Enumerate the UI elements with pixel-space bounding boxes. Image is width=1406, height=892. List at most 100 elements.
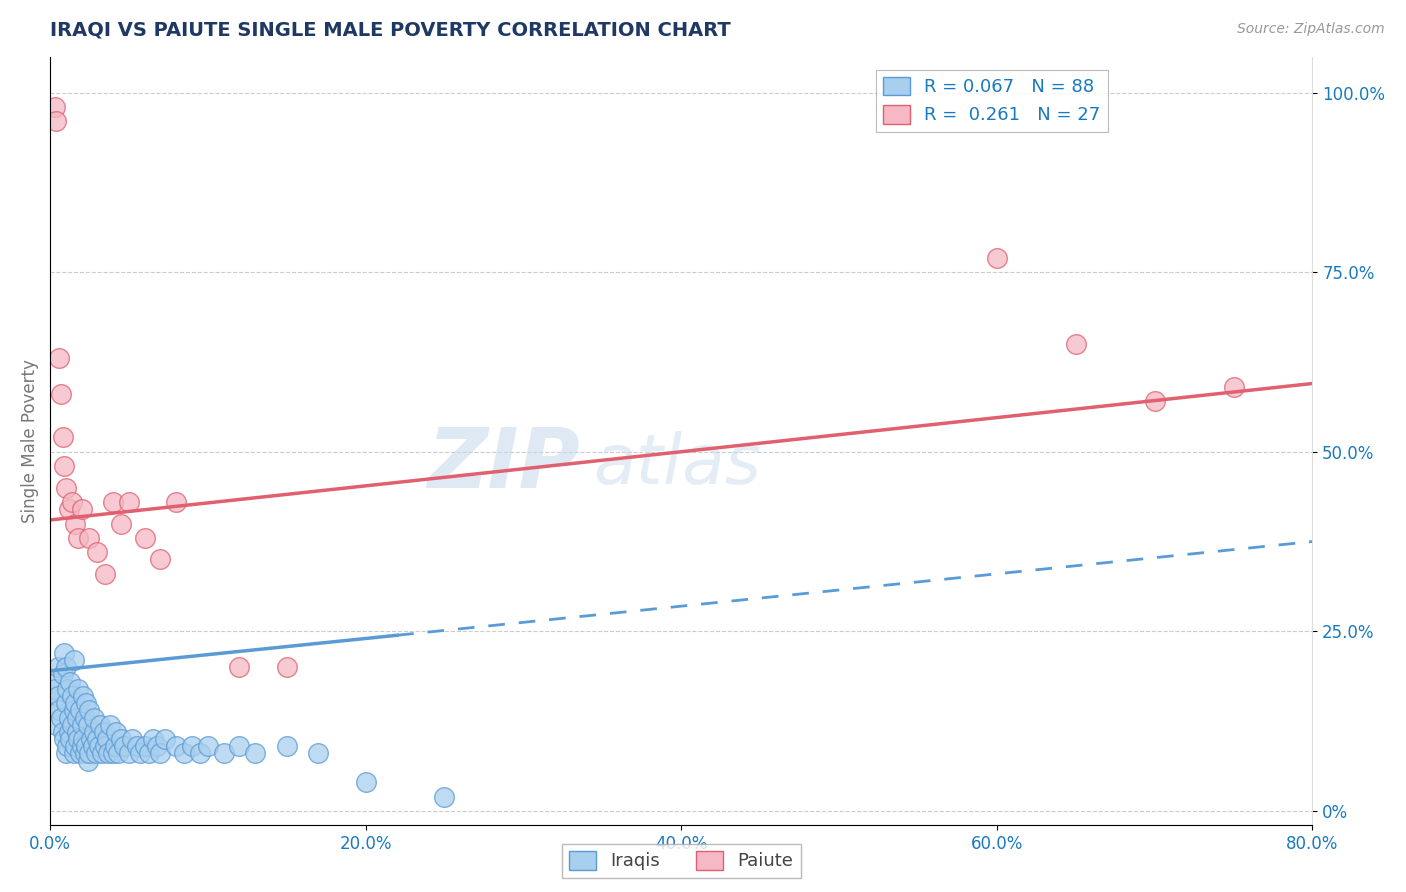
Point (276, 660, 298, 674)
Point (62, 703, 84, 717)
Point (55, 481, 77, 495)
Point (125, 739, 148, 754)
Point (165, 739, 187, 754)
Point (69, 703, 91, 717)
Point (165, 495, 187, 509)
Point (121, 732, 143, 747)
Point (48, 703, 70, 717)
Point (112, 739, 135, 754)
Point (98, 717, 121, 731)
Point (52, 430, 75, 444)
Point (276, 739, 298, 754)
Point (1222, 380, 1244, 394)
Point (86, 545, 108, 559)
Point (94, 739, 117, 754)
Point (69, 747, 91, 761)
Point (56, 681, 79, 696)
Point (101, 495, 124, 509)
Point (107, 747, 129, 761)
Point (149, 747, 172, 761)
Y-axis label: Single Male Poverty: Single Male Poverty (21, 359, 39, 523)
Point (1143, 394, 1166, 409)
Point (44, 100, 66, 114)
Point (94, 566, 117, 581)
Point (97, 747, 120, 761)
Point (76, 717, 98, 731)
Point (63, 696, 86, 710)
Point (53, 646, 76, 660)
Point (212, 747, 235, 761)
Point (79, 747, 101, 761)
Point (60, 495, 83, 509)
Point (181, 739, 204, 754)
Point (55, 696, 77, 710)
Point (118, 747, 141, 761)
Point (53, 732, 76, 747)
Point (307, 747, 329, 761)
Point (49, 387, 72, 401)
Point (87, 739, 110, 754)
Point (52, 724, 75, 739)
Point (188, 747, 211, 761)
Point (58, 502, 80, 516)
Point (70, 502, 93, 516)
Point (141, 732, 163, 747)
Point (42, 696, 65, 710)
Point (67, 732, 90, 747)
Point (101, 747, 124, 761)
Point (228, 739, 250, 754)
Point (82, 739, 104, 754)
Point (96, 732, 118, 747)
Point (153, 732, 176, 747)
Point (67, 681, 90, 696)
Point (56, 739, 79, 754)
Point (70, 739, 93, 754)
Point (79, 531, 101, 545)
Point (46, 689, 69, 703)
Point (41, 674, 63, 689)
Point (134, 739, 156, 754)
Point (86, 732, 108, 747)
Point (104, 739, 127, 754)
Point (118, 495, 141, 509)
Point (354, 775, 377, 789)
Point (70, 717, 93, 731)
Point (45, 114, 67, 128)
Text: ZIP: ZIP (427, 424, 581, 505)
Point (60, 717, 83, 731)
Point (75, 739, 97, 754)
Point (49, 710, 72, 724)
Point (62, 653, 84, 667)
Point (59, 732, 82, 747)
Point (45, 717, 67, 731)
Point (110, 732, 132, 747)
Point (72, 732, 94, 747)
Point (1064, 337, 1087, 351)
Point (60, 689, 83, 703)
Point (66, 710, 89, 724)
Text: atlas: atlas (593, 431, 761, 498)
Point (72, 689, 94, 703)
Point (75, 696, 97, 710)
Point (84, 747, 107, 761)
Point (55, 660, 77, 674)
Point (63, 739, 86, 754)
Point (433, 789, 456, 804)
Point (48, 351, 70, 366)
Point (79, 703, 101, 717)
Point (134, 531, 156, 545)
Point (197, 739, 219, 754)
Point (91, 747, 114, 761)
Text: IRAQI VS PAIUTE SINGLE MALE POVERTY CORRELATION CHART: IRAQI VS PAIUTE SINGLE MALE POVERTY CORR… (51, 21, 731, 40)
Point (173, 747, 195, 761)
Point (76, 754, 98, 768)
Point (93, 724, 115, 739)
Point (62, 747, 84, 761)
Point (986, 251, 1008, 265)
Point (80, 732, 103, 747)
Point (53, 459, 76, 474)
Text: Source: ZipAtlas.com: Source: ZipAtlas.com (1237, 22, 1385, 37)
Point (149, 552, 172, 566)
Point (129, 747, 152, 761)
Point (89, 717, 111, 731)
